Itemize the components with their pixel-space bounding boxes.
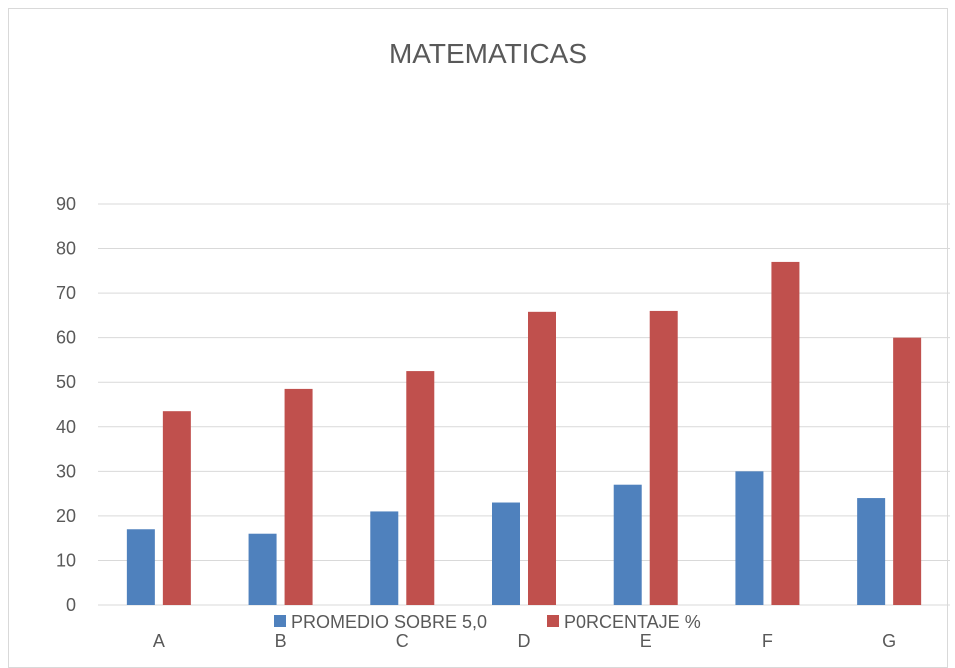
y-tick-label: 60 bbox=[56, 328, 76, 348]
bars bbox=[126, 261, 922, 605]
bar-F-series-1 bbox=[735, 471, 764, 605]
bar-G-series-1 bbox=[857, 498, 886, 605]
bar-E-series-1 bbox=[613, 484, 642, 605]
x-axis-ticks: A B C D E F G bbox=[153, 631, 896, 651]
legend: PROMEDIO SOBRE 5,0 P0RCENTAJE % bbox=[274, 612, 701, 632]
y-tick-label: 90 bbox=[56, 194, 76, 214]
bar-A-series-2 bbox=[162, 411, 191, 605]
x-tick-label: A bbox=[153, 631, 165, 651]
bar-F-series-2 bbox=[771, 261, 800, 605]
y-tick-label: 40 bbox=[56, 417, 76, 437]
x-tick-label: E bbox=[640, 631, 652, 651]
x-tick-label: D bbox=[518, 631, 531, 651]
bar-C-series-1 bbox=[370, 511, 399, 605]
legend-label-1: PROMEDIO SOBRE 5,0 bbox=[291, 612, 487, 632]
x-tick-label: F bbox=[762, 631, 773, 651]
legend-swatch-1 bbox=[274, 615, 286, 627]
y-axis-ticks: 0 10 20 30 40 50 60 70 80 90 bbox=[56, 194, 76, 615]
y-tick-label: 70 bbox=[56, 283, 76, 303]
bar-D-series-1 bbox=[492, 502, 520, 605]
y-tick-label: 10 bbox=[56, 550, 76, 570]
bar-G-series-2 bbox=[893, 337, 922, 605]
bar-A-series-1 bbox=[126, 529, 155, 605]
legend-swatch-2 bbox=[547, 615, 559, 627]
bar-B-series-1 bbox=[248, 533, 277, 605]
y-tick-label: 80 bbox=[56, 239, 76, 259]
x-tick-label: B bbox=[275, 631, 287, 651]
bar-B-series-2 bbox=[284, 388, 313, 605]
y-tick-label: 20 bbox=[56, 506, 76, 526]
legend-label-2: P0RCENTAJE % bbox=[564, 612, 701, 632]
y-tick-label: 0 bbox=[66, 595, 76, 615]
x-tick-label: C bbox=[396, 631, 409, 651]
bar-E-series-2 bbox=[649, 310, 678, 605]
y-tick-label: 50 bbox=[56, 372, 76, 392]
y-tick-label: 30 bbox=[56, 461, 76, 481]
x-tick-label: G bbox=[882, 631, 896, 651]
chart-title: MATEMATICAS bbox=[389, 38, 587, 69]
bar-D-series-2 bbox=[528, 311, 556, 605]
grid-lines bbox=[98, 203, 950, 606]
bar-C-series-2 bbox=[406, 371, 435, 605]
